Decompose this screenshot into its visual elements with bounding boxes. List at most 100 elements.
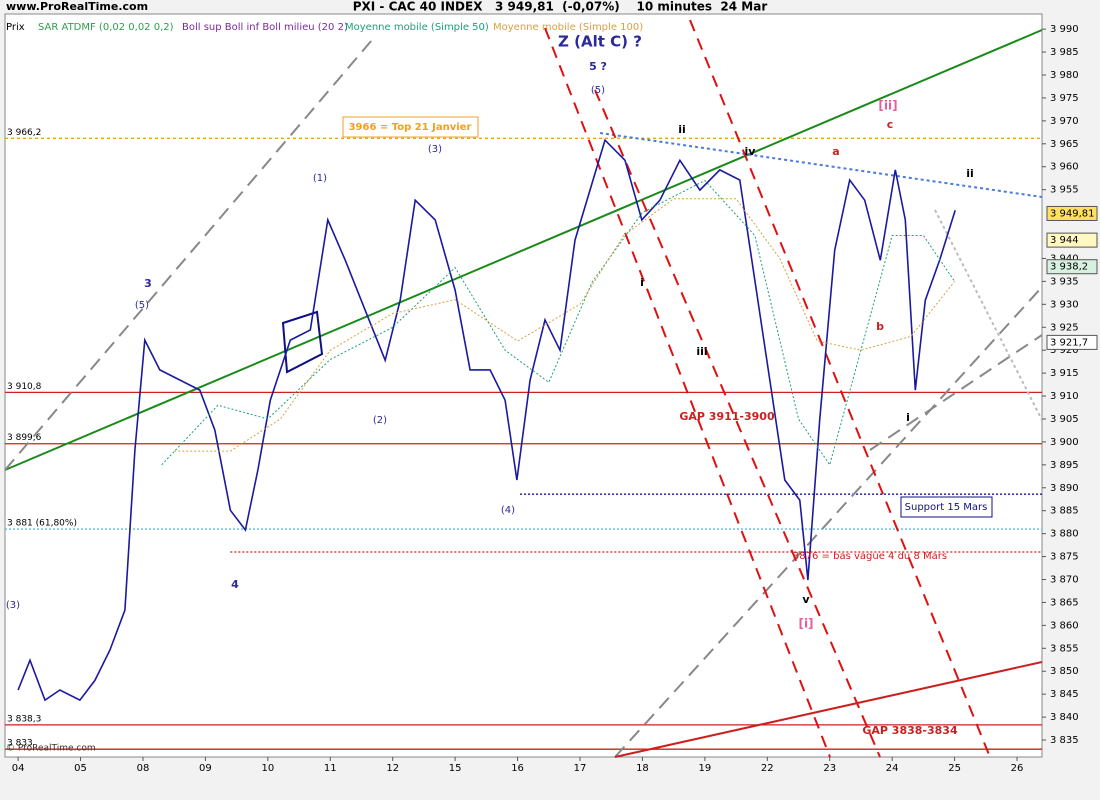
y-tick-label: 3 895: [1050, 460, 1079, 471]
y-tick-label: 3 925: [1050, 322, 1079, 333]
channel-line: [689, 19, 991, 758]
chart-title: PXI - CAC 40 INDEX 3 949,81 (-0,07%) 10 …: [353, 0, 768, 14]
x-tick-label: 09: [199, 763, 212, 774]
y-tick-label: 3 985: [1050, 47, 1079, 58]
y-tick-label: 3 845: [1050, 689, 1079, 700]
channel-line: [594, 89, 881, 758]
y-tick-label: 3 915: [1050, 368, 1079, 379]
annotation: (1): [313, 173, 327, 184]
x-tick-label: 10: [261, 763, 274, 774]
y-tick-label: 3 835: [1050, 735, 1079, 746]
annotation: a: [832, 145, 839, 158]
price-tag: [1046, 205, 1098, 221]
annotation: (3): [428, 144, 442, 155]
trendlines: [4, 19, 1043, 758]
y-tick-label: 3 850: [1050, 666, 1079, 677]
annotation: Z (Alt C) ?: [558, 33, 642, 51]
y-tick-label: 3 880: [1050, 529, 1079, 540]
annotation: iii: [696, 345, 707, 358]
y-tick-label: 3 905: [1050, 414, 1079, 425]
y-tick-label: 3 990: [1050, 24, 1079, 35]
price-tag: [1046, 232, 1098, 248]
x-tick-label: 26: [1011, 763, 1024, 774]
channel-line: [544, 27, 831, 758]
price-line: [17, 138, 956, 702]
x-tick-label: 23: [823, 763, 836, 774]
channel-line: [4, 39, 373, 471]
x-tick-label: 08: [137, 763, 150, 774]
x-tick-label: 17: [574, 763, 587, 774]
legend-sar: SAR ATDMF (0,02 0,02 0,2): [38, 22, 174, 33]
y-tick-label: 3 840: [1050, 712, 1079, 723]
price-tag-label: 3 949,81: [1050, 208, 1095, 219]
y-tick-label: 3 890: [1050, 483, 1079, 494]
level-label: 3 966,2: [7, 128, 41, 138]
y-tick-label: 3 970: [1050, 116, 1079, 127]
y-tick-label: 3 920: [1050, 345, 1079, 356]
price-tag: [1046, 259, 1098, 275]
level-label: 3 833: [7, 739, 33, 749]
x-tick-label: 25: [948, 763, 961, 774]
y-tick-label: 3 960: [1050, 162, 1079, 173]
x-tick-label: 16: [511, 763, 524, 774]
trendline: [599, 132, 1043, 198]
x-tick-label: 18: [636, 763, 649, 774]
annotation: i: [640, 276, 644, 289]
grid-layer: 3 966,2 3 910,8 3 899,6 3 881 (61,80%) 3 838…: [5, 128, 1042, 750]
annotation: ii: [966, 167, 974, 180]
y-tick-label: 3 910: [1050, 391, 1079, 402]
legend-ma50: Moyenne mobile (Simple 50): [345, 22, 489, 33]
y-tick-label: 3 885: [1050, 506, 1079, 517]
y-tick-label: 3 875: [1050, 552, 1079, 563]
legend-price: Prix: [6, 22, 25, 33]
annotation-box: [342, 116, 479, 138]
channel-line: [614, 286, 1043, 758]
annotation: 3: [144, 277, 152, 290]
annotation: iv: [745, 145, 757, 158]
x-tick-label: 15: [449, 763, 462, 774]
x-tick-label: 22: [761, 763, 774, 774]
price-tag-label: 3 938,2: [1050, 262, 1088, 273]
site[interactable]: www.ProRealTime.com: [6, 0, 148, 13]
y-tick-label: 3 870: [1050, 575, 1079, 586]
y-tick-label: 3 965: [1050, 139, 1079, 150]
x-tick-label: 12: [386, 763, 399, 774]
annotation: Support 15 Mars: [905, 502, 988, 513]
y-tick-label: 3 855: [1050, 643, 1079, 654]
axes-layer: 3 835 3 840 3 845 3 850 3 855 3 860 3 865 3 870…: [12, 24, 1098, 774]
x-tick-label: 11: [324, 763, 337, 774]
annotation: 3966 = Top 21 Janvier: [349, 122, 472, 133]
y-tick-label: 3 865: [1050, 597, 1079, 608]
moving-average: [174, 198, 955, 452]
annotation: (5): [591, 85, 605, 96]
annotation: (4): [501, 505, 515, 516]
annotation: i: [906, 411, 910, 424]
level-label: 3 910,8: [7, 382, 42, 392]
legend-boll: Boll sup Boll inf Boll milieu (20 2): [182, 22, 348, 33]
annotations: Z (Alt C) ? 5 ? (5) 3 (5) (1) (3) (2) (4…: [6, 33, 993, 754]
y-tick-label: 3 930: [1050, 299, 1079, 310]
y-tick-label: 3 955: [1050, 185, 1079, 196]
annotation: ii: [678, 123, 686, 136]
y-tick-label: 3 900: [1050, 437, 1079, 448]
annotation: 4: [231, 578, 239, 591]
y-tick-label: 3 975: [1050, 93, 1079, 104]
annotation: 3876 = bas vague 4 du 8 Mars: [793, 551, 947, 562]
series-layer: [17, 138, 956, 702]
annotation: (3): [6, 600, 20, 611]
annotation: [i]: [798, 617, 813, 631]
y-tick-label: 3 935: [1050, 276, 1079, 287]
annotation-box: [900, 496, 993, 518]
annotation: GAP 3838-3834: [862, 724, 958, 737]
annotation: [ii]: [878, 99, 897, 113]
price-tag-label: 3 921,7: [1050, 337, 1088, 348]
annotation: c: [887, 118, 894, 131]
y-tick-label: 3 940: [1050, 253, 1079, 264]
trendline: [614, 661, 1043, 758]
level-label: 3 838,3: [7, 714, 41, 724]
annotation: (2): [373, 415, 387, 426]
y-tick-label: 3 980: [1050, 70, 1079, 81]
level-label: 3 899,6: [7, 433, 42, 443]
annotation: b: [876, 320, 884, 333]
